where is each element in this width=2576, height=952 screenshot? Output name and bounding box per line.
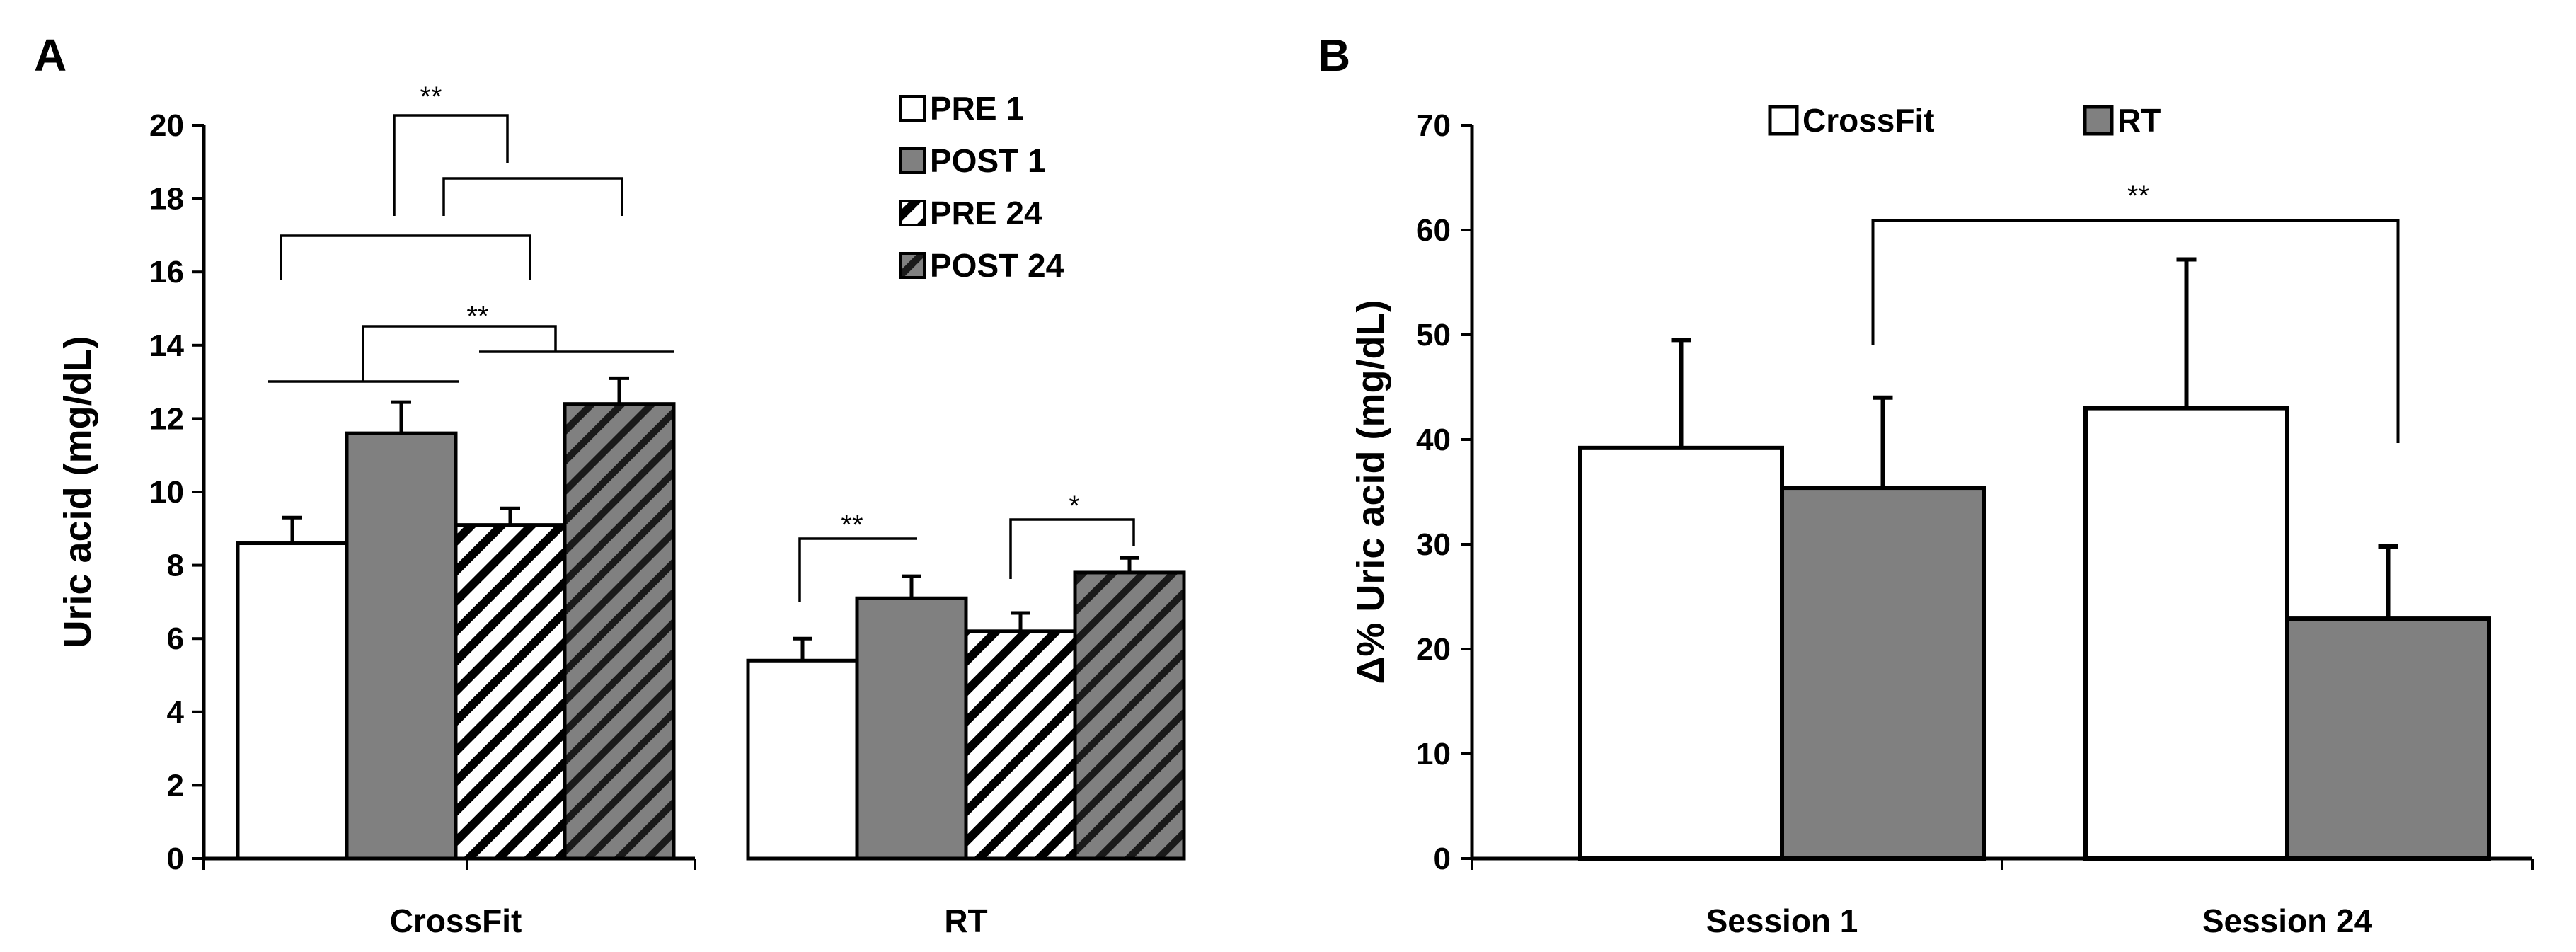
x-category-label: Session 24 <box>2202 902 2373 939</box>
legend-swatch-rt <box>2083 105 2114 136</box>
panel-a: A 0 2 4 6 8 10 12 14 16 18 20 Uric acid (mg/dL) Cross… <box>34 30 1186 939</box>
y-tick-label: 30 <box>1416 527 1451 562</box>
y-tick-label: 50 <box>1416 318 1451 352</box>
y-tick-label: 0 <box>1434 842 1451 876</box>
y-tick-label: 18 <box>149 182 184 217</box>
y-tick-label: 0 <box>167 842 184 876</box>
legend-swatch-post-24 <box>899 252 926 279</box>
y-tick-label: 10 <box>1416 737 1451 772</box>
y-tick-label: 6 <box>167 621 184 656</box>
bar-pre-24 <box>454 523 567 861</box>
bar-rt <box>1780 486 1986 861</box>
bracket-pre1-pre24 <box>280 234 531 280</box>
bar-post-24 <box>1073 570 1186 861</box>
bar-pre-24 <box>964 629 1077 861</box>
legend-swatch-crossfit <box>1768 105 1799 136</box>
bar-post-1 <box>855 596 968 861</box>
panel-letter-b: B <box>1318 30 1350 81</box>
x-category-label: Session 1 <box>1706 902 1858 939</box>
legend-swatch-post-1 <box>899 147 926 174</box>
significance-label: ** <box>841 510 863 541</box>
y-tick-label: 16 <box>149 255 184 289</box>
bracket-pre-post-groups <box>362 325 557 382</box>
y-tick-label: 14 <box>149 328 184 363</box>
significance-label: ** <box>2127 180 2149 212</box>
y-tick-label: 20 <box>1416 632 1451 667</box>
legend-label: CrossFit <box>1802 102 1935 139</box>
y-tick-label: 60 <box>1416 213 1451 248</box>
y-tick-label: 4 <box>167 695 185 730</box>
y-axis-title: Δ% Uric acid (mg/dL) <box>1350 300 1392 684</box>
y-tick-label: 20 <box>149 108 184 143</box>
legend-label: POST 24 <box>930 247 1064 284</box>
bracket-rt-pre1-post1 <box>798 537 917 602</box>
legend-label: POST 1 <box>930 142 1046 179</box>
legend-swatch-pre-24 <box>899 200 926 226</box>
legend-label: RT <box>2117 102 2161 139</box>
bar-post-24 <box>563 402 676 861</box>
panel-letter-a: A <box>34 30 67 81</box>
bracket-rt-session1-session24 <box>1871 219 2400 443</box>
x-category-label: RT <box>944 902 987 939</box>
bar-post-1 <box>345 431 458 861</box>
x-category-label: CrossFit <box>390 902 522 939</box>
y-tick-label: 40 <box>1416 423 1451 457</box>
y-tick-label: 8 <box>167 549 184 583</box>
significance-label: ** <box>466 301 488 332</box>
y-tick-label: 2 <box>167 768 184 803</box>
panel-b: B 0 10 20 30 40 50 60 70 Δ% Uric acid (mg/dL) Sess… <box>1318 30 2534 939</box>
significance-label: * <box>1069 491 1080 522</box>
y-tick-label: 10 <box>149 475 184 510</box>
y-tick-label: 12 <box>149 401 184 436</box>
legend-label: PRE 24 <box>930 195 1042 231</box>
bar-crossfit <box>2083 406 2289 861</box>
y-tick-label: 70 <box>1416 108 1451 143</box>
bar-crossfit <box>1578 445 1784 861</box>
significance-label: ** <box>420 81 442 113</box>
bracket-rt-pre24-post24 <box>1009 518 1135 579</box>
bar-pre-1 <box>236 541 349 861</box>
bar-pre-1 <box>746 658 859 861</box>
y-axis-title: Uric acid (mg/dL) <box>57 336 99 648</box>
legend-label: PRE 1 <box>930 90 1024 127</box>
bracket-post1-post24-top <box>393 114 509 216</box>
bar-rt <box>2285 616 2491 861</box>
bracket-post1-post24-inner <box>442 177 623 216</box>
legend-swatch-pre-1 <box>899 95 926 122</box>
